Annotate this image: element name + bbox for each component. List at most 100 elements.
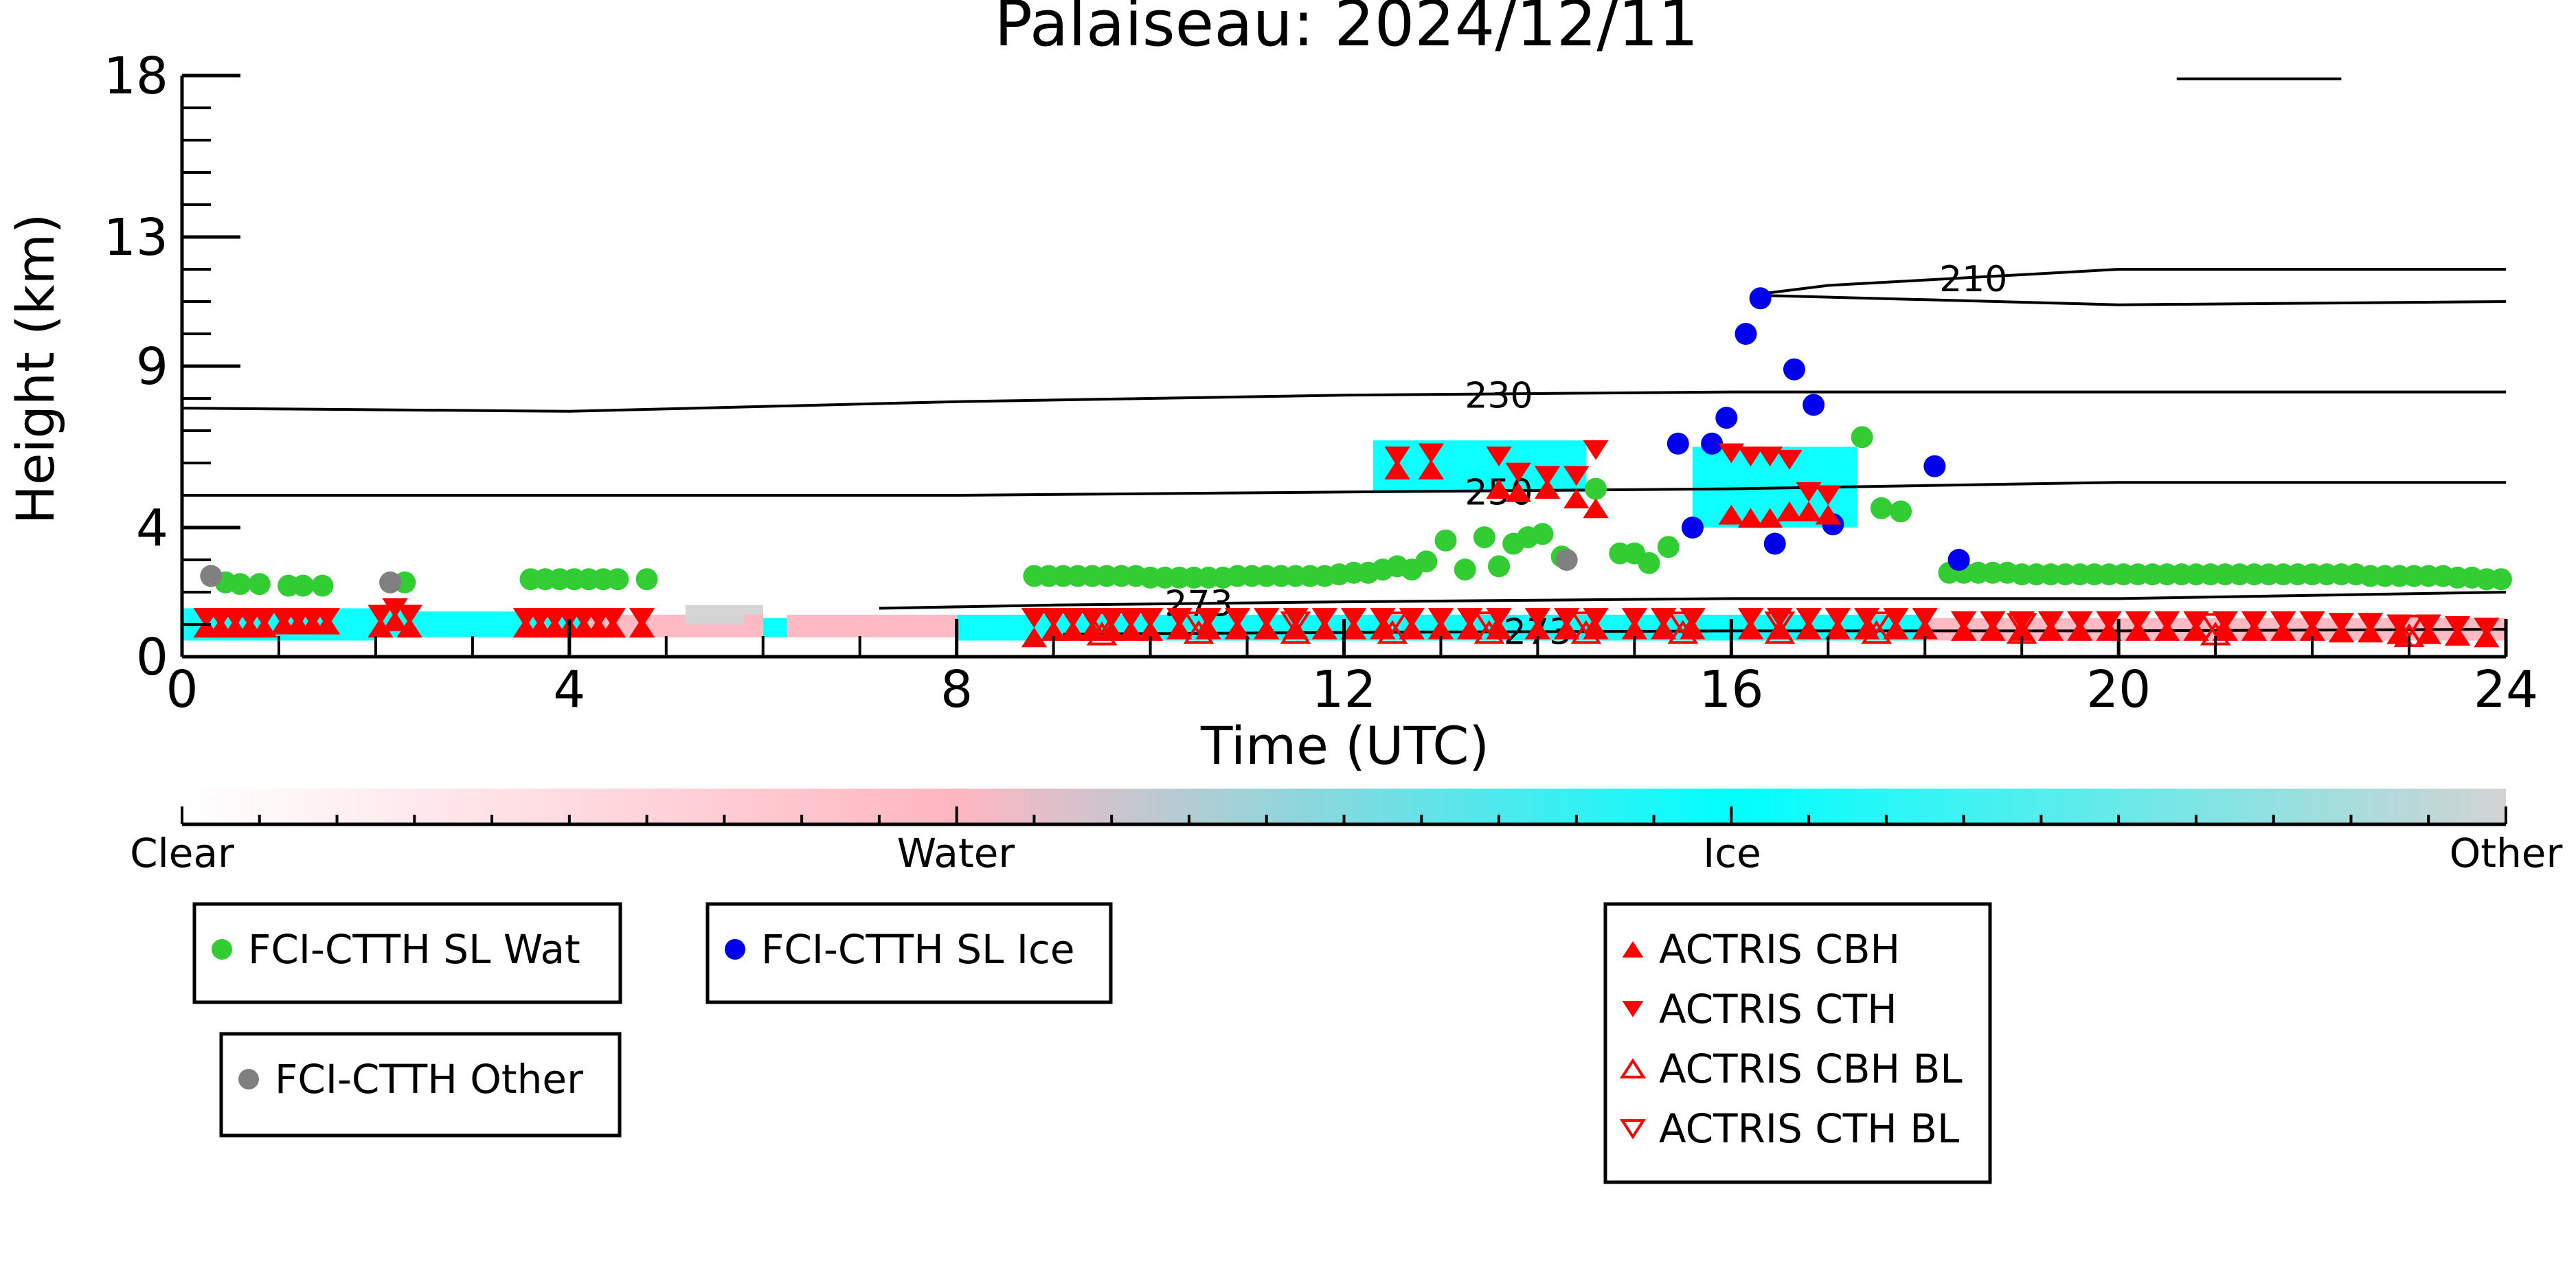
y-tick-label: 9 xyxy=(136,337,168,396)
data-point xyxy=(1853,619,1880,640)
data-point xyxy=(2415,614,2441,635)
data-point xyxy=(1427,608,1454,629)
legend-water-frame xyxy=(192,902,622,1004)
data-point xyxy=(382,598,408,618)
data-point xyxy=(1473,620,1505,644)
data-point xyxy=(1657,536,1680,558)
data-point xyxy=(382,611,408,631)
data-point xyxy=(1137,620,1164,641)
data-point xyxy=(1280,620,1311,644)
data-point xyxy=(1681,517,1704,539)
data-point xyxy=(368,605,394,625)
legend-marker xyxy=(1622,1001,1644,1017)
legend-actris: ACTRIS CBH ACTRIS CTH ACTRIS CBH BL ACTRIS … xyxy=(1603,902,1992,1184)
data-point xyxy=(2299,611,2325,631)
data-point xyxy=(1715,407,1738,429)
data-point xyxy=(1399,619,1425,640)
data-point xyxy=(1531,523,1554,545)
x-axis-label: Time (UTC) xyxy=(1200,715,1489,776)
data-point xyxy=(2200,613,2231,637)
data-point xyxy=(1757,508,1783,528)
contour-label-2: 230 xyxy=(1465,375,1533,416)
data-point xyxy=(1923,455,1946,477)
data-point xyxy=(1118,608,1144,629)
series-2 xyxy=(200,549,1578,594)
data-point xyxy=(1473,526,1495,549)
legend-label: FCI-CTTH Other xyxy=(275,1056,583,1103)
data-point xyxy=(1680,619,1706,640)
data-point xyxy=(1763,532,1786,555)
data-point xyxy=(1667,611,1699,635)
legend-label: ACTRIS CBH xyxy=(1659,926,1900,973)
data-point xyxy=(1737,508,1764,528)
data-point xyxy=(1621,619,1648,640)
data-point xyxy=(1021,627,1048,648)
phase-band-6 xyxy=(787,614,957,637)
data-point xyxy=(251,608,278,629)
data-point xyxy=(1280,611,1311,635)
data-point xyxy=(1486,447,1512,467)
data-point xyxy=(1384,447,1410,467)
data-point xyxy=(1749,287,1772,310)
data-point xyxy=(1570,611,1602,635)
data-point xyxy=(1254,608,1280,629)
data-point xyxy=(1718,443,1745,464)
contour-line-3 xyxy=(182,481,2506,497)
legend-marker xyxy=(1622,941,1644,958)
x-tick-label: 16 xyxy=(1699,660,1763,719)
legend-other: FCI-CTTH Other xyxy=(219,1032,622,1138)
data-point xyxy=(1505,482,1531,502)
data-point xyxy=(1764,611,1796,635)
data-point xyxy=(1554,619,1580,640)
data-point xyxy=(2489,568,2512,591)
y-tick-label: 4 xyxy=(136,499,168,558)
data-point xyxy=(1718,504,1745,525)
data-point xyxy=(1454,558,1476,581)
data-point xyxy=(1796,501,1822,521)
data-point xyxy=(1060,608,1086,629)
data-point xyxy=(1555,549,1578,571)
data-point xyxy=(1524,608,1551,629)
data-point xyxy=(396,605,422,625)
data-point xyxy=(1735,323,1757,345)
x-tick-label: 4 xyxy=(553,660,585,719)
data-point xyxy=(2357,613,2384,633)
contour-line-2 xyxy=(181,390,2506,413)
y-tick-label: 18 xyxy=(104,47,168,106)
data-point xyxy=(2006,613,2037,637)
data-point xyxy=(1737,619,1764,640)
legend-marker xyxy=(725,939,745,960)
data-point xyxy=(1796,608,1822,629)
phase-colorbar: Clear Water Ice Other xyxy=(130,789,2562,877)
legend-label: FCI-CTTH SL Ice xyxy=(761,926,1075,973)
y-tick-label: 0 xyxy=(136,628,168,687)
data-point xyxy=(1621,608,1648,629)
series-1 xyxy=(1667,287,1970,571)
legend-ice: FCI-CTTH SL Ice xyxy=(705,902,1113,1004)
data-point xyxy=(1195,619,1221,640)
data-point xyxy=(1457,619,1483,640)
data-point xyxy=(1434,529,1457,552)
data-point xyxy=(2474,618,2500,638)
data-point xyxy=(1803,394,1825,416)
data-point xyxy=(1667,620,1699,644)
data-point xyxy=(2125,611,2151,631)
data-point xyxy=(1737,608,1764,629)
legend-actris-frame xyxy=(1603,902,1992,1184)
data-point xyxy=(1224,619,1251,640)
x-tick-label: 24 xyxy=(2474,660,2538,719)
legend-marker xyxy=(1619,1058,1647,1078)
data-point xyxy=(1524,619,1551,640)
data-point xyxy=(1584,477,1607,500)
legend-ice-frame xyxy=(705,902,1113,1004)
x-tick-label: 8 xyxy=(940,660,973,719)
data-point xyxy=(1583,440,1609,460)
data-point xyxy=(2444,615,2471,636)
data-point xyxy=(1563,488,1590,509)
data-point xyxy=(1040,620,1067,641)
data-point xyxy=(1505,462,1531,483)
data-point xyxy=(2393,614,2425,639)
data-point xyxy=(1183,620,1214,644)
contour-label-0: 210 xyxy=(1939,259,2007,300)
contour-line-4 xyxy=(879,591,2507,610)
